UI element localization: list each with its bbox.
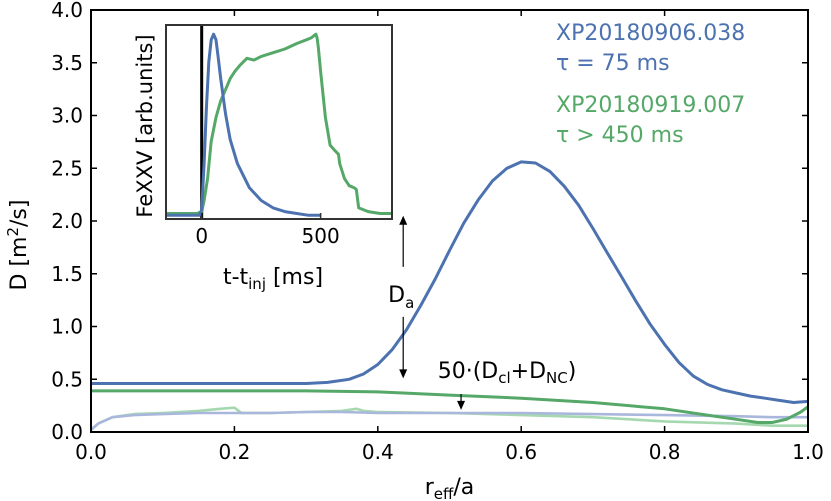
inset-plot: 0 500 t-tinj [ms] FeXXV [arb.units] — [133, 24, 393, 293]
main-y-tick-label: 3.0 — [51, 104, 83, 128]
main-y-tick-label: 1.0 — [51, 315, 83, 339]
main-y-tick-label: 1.5 — [51, 262, 83, 286]
inset-ticks-layer: 0 500 — [195, 213, 340, 248]
main-y-axis-label: D [m2/s] — [4, 200, 32, 291]
series2-id-label: XP20180919.007 — [556, 93, 745, 118]
main-y-tick-label: 0.5 — [51, 367, 83, 391]
main-x-tick-label: 1.0 — [792, 440, 824, 464]
inset-y-axis-label: FeXXV [arb.units] — [133, 34, 157, 217]
cl-nc-label: 50·(Dcl+DNC) — [438, 359, 577, 387]
main-x-tick-label: 0.6 — [505, 440, 537, 464]
inset-x-tick-label: 500 — [302, 224, 340, 248]
inset-series-layer — [166, 25, 392, 219]
main-series-layer — [90, 160, 809, 431]
main-annotations: XP20180906.038 τ = 75 ms XP20180919.007 … — [388, 21, 745, 410]
da-arrowhead-top — [399, 215, 408, 225]
main-series-line-3 — [90, 406, 808, 431]
series1-id-label: XP20180906.038 — [556, 21, 745, 46]
main-y-tick-label: 4.0 — [51, 0, 83, 22]
inset-series-line-0 — [166, 32, 321, 217]
main-y-tick-label: 3.5 — [51, 51, 83, 75]
main-ticks-layer: 0.0 0.2 0.4 0.6 0.8 1.0 0.0 0.5 1.0 1.5 2.0 2.5 3.0 3… — [51, 0, 824, 464]
da-arrowhead-bottom — [399, 369, 408, 379]
series1-tau-label: τ = 75 ms — [556, 51, 670, 76]
main-x-tick-label: 0.8 — [649, 440, 681, 464]
main-y-tick-label: 2.5 — [51, 156, 83, 180]
inset-x-axis-label: t-tinj [ms] — [223, 265, 323, 293]
inset-x-tick-label: 0 — [195, 224, 208, 248]
main-axes-frame — [90, 9, 809, 433]
inset-series-line-1 — [166, 32, 392, 215]
main-x-axis-label: reff/a — [425, 475, 475, 501]
series2-tau-label: τ > 450 ms — [556, 123, 684, 148]
da-label: Da — [388, 283, 414, 312]
inset-background — [166, 25, 392, 219]
cl-arrowhead — [457, 400, 466, 410]
main-x-tick-label: 0.0 — [75, 440, 107, 464]
main-series-line-0 — [91, 160, 809, 404]
main-y-tick-label: 0.0 — [51, 420, 83, 444]
main-series-line-1 — [91, 389, 809, 424]
main-y-tick-label: 2.0 — [51, 209, 83, 233]
main-x-tick-label: 0.4 — [362, 440, 394, 464]
main-x-tick-label: 0.2 — [218, 440, 250, 464]
main-plot: 0.0 0.2 0.4 0.6 0.8 1.0 0.0 0.5 1.0 1.5 2.0 2.5 3.0 3… — [4, 0, 824, 501]
main-series-line-2 — [90, 410, 808, 431]
inset-axes-frame — [165, 24, 393, 220]
